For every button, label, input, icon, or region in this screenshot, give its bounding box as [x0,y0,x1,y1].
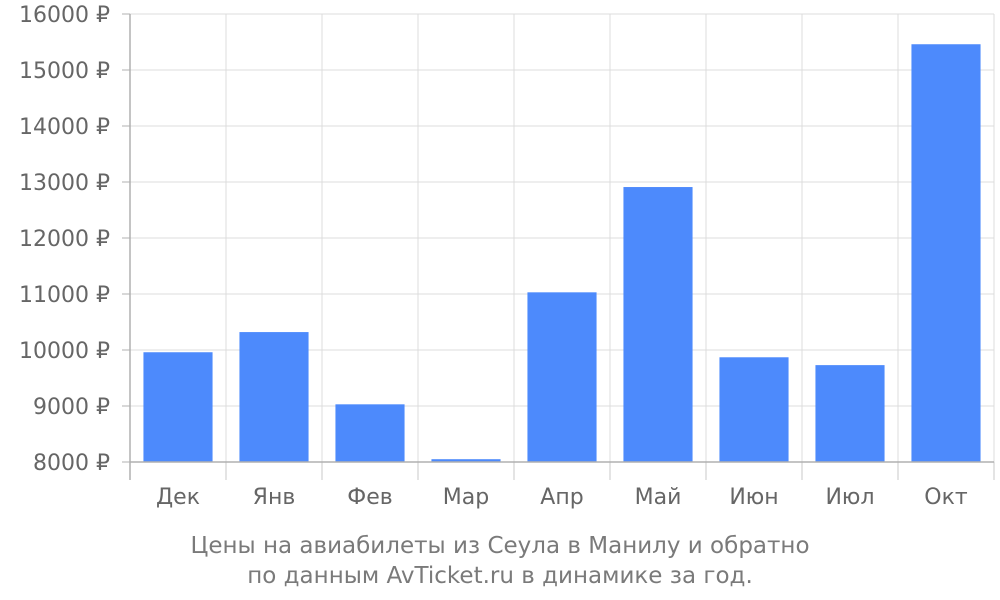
bar [719,357,789,462]
x-tick-label: Окт [924,485,968,510]
x-tick-label: Июл [825,485,874,510]
y-tick-label: 8000 ₽ [33,451,110,476]
chart-caption-line-1: Цены на авиабилеты из Сеула в Манилу и о… [190,533,810,559]
x-tick-label: Мар [443,485,489,510]
x-tick-label: Янв [253,485,296,510]
bar [527,292,597,462]
bar [815,365,885,462]
x-tick-labels: Дек Янв Фев Мар Апр Май Июн Июл Окт [156,485,968,510]
bar [143,352,213,462]
y-tick-label: 9000 ₽ [33,395,110,420]
x-tick-label: Июн [729,485,778,510]
x-tick-label: Апр [540,485,583,510]
grid-lines [129,13,995,463]
bars [143,44,981,463]
x-tick-label: Дек [156,485,200,510]
bar [911,44,981,463]
axes [122,13,995,480]
bar [623,187,693,463]
y-tick-label: 15000 ₽ [19,59,110,84]
bar [431,459,501,462]
y-tick-label: 11000 ₽ [19,283,110,308]
y-tick-label: 13000 ₽ [19,171,110,196]
y-tick-label: 16000 ₽ [19,3,110,28]
x-tick-label: Май [635,485,682,510]
bar [239,332,309,462]
y-tick-label: 12000 ₽ [19,227,110,252]
x-tick-label: Фев [347,485,392,510]
chart-caption-line-2: по данным AvTicket.ru в динамике за год. [247,563,753,589]
y-tick-label: 10000 ₽ [19,339,110,364]
y-tick-labels: 8000 ₽ 9000 ₽ 10000 ₽ 11000 ₽ 12000 ₽ 13000 ₽… [19,3,110,476]
bar [335,404,405,462]
y-tick-label: 14000 ₽ [19,115,110,140]
